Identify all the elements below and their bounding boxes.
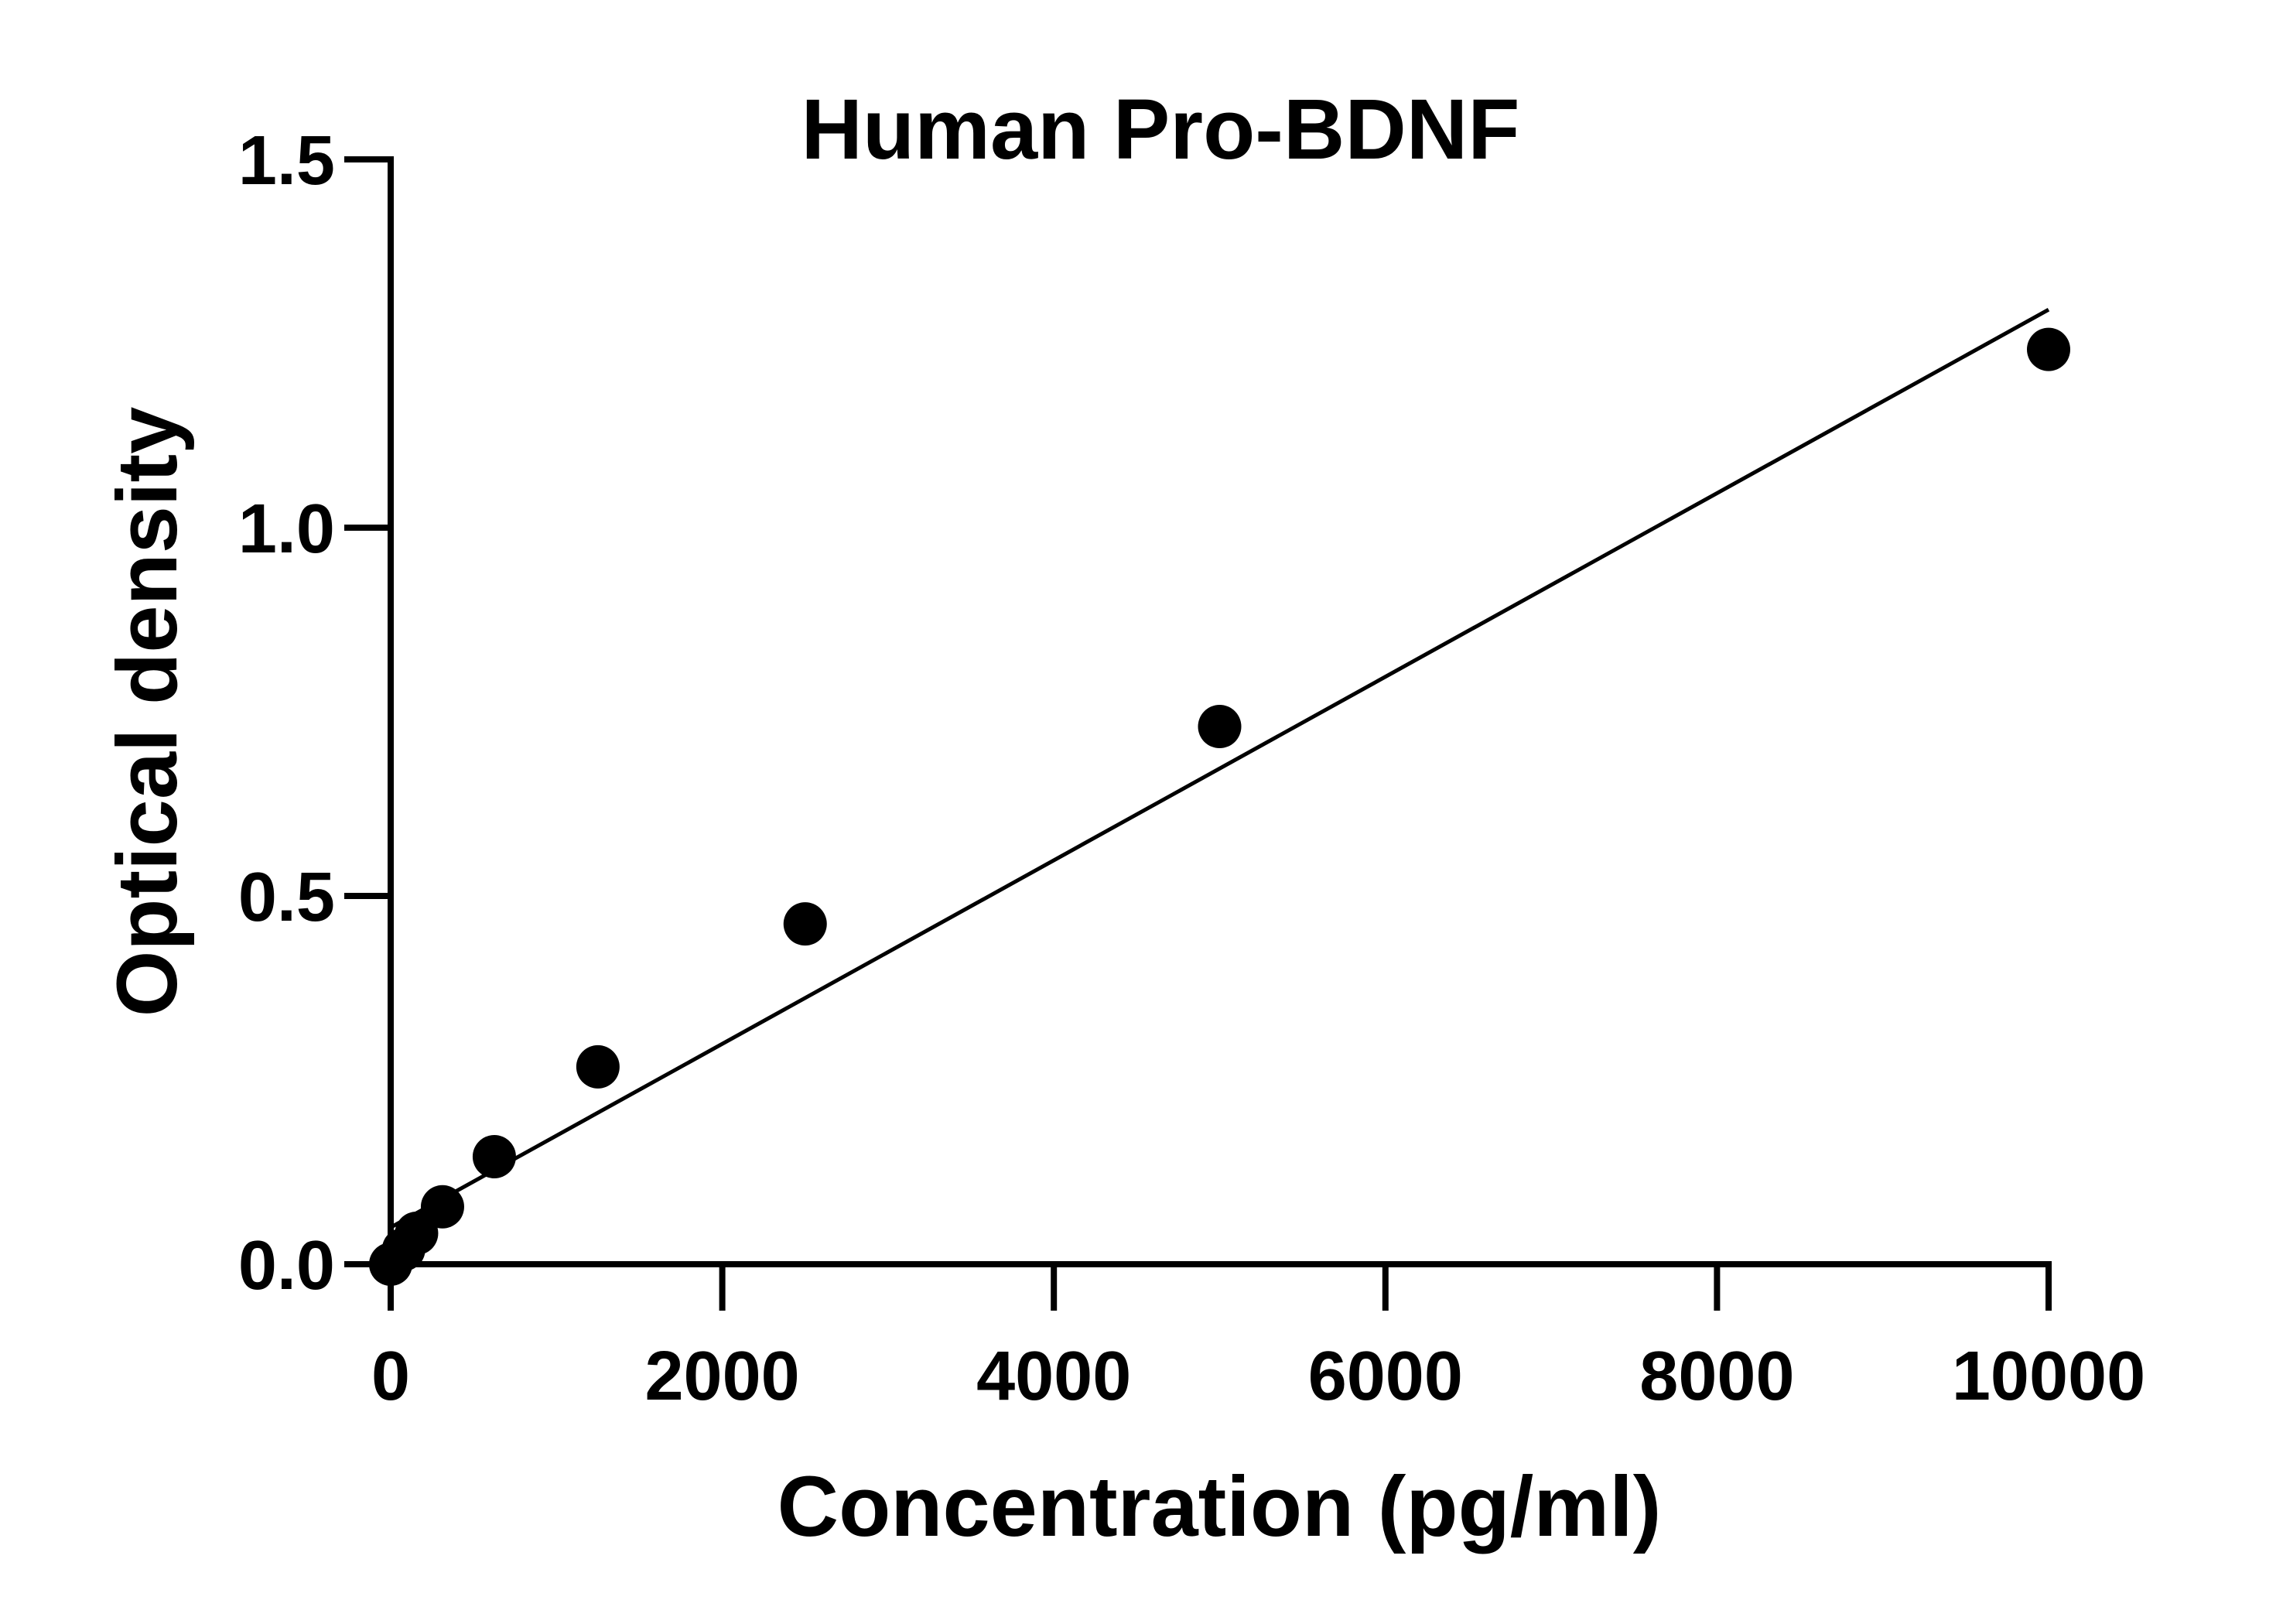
x-tick-label: 0 [371, 1338, 410, 1415]
x-axis-label: Concentration (pg/ml) [778, 1459, 1662, 1554]
fit-line [389, 308, 2050, 1229]
y-tick-label: 0.0 [238, 1227, 335, 1304]
data-point [2027, 327, 2070, 371]
x-tick-label: 4000 [976, 1338, 1131, 1415]
data-point [783, 902, 827, 946]
y-tick-label: 1.5 [238, 122, 335, 200]
x-tick-label: 2000 [644, 1338, 799, 1415]
chart-title: Human Pro-BDNF [801, 82, 1520, 177]
x-tick-label: 8000 [1639, 1338, 1794, 1415]
y-tick-label: 0.5 [238, 859, 335, 936]
y-tick-label: 1.0 [238, 491, 335, 568]
data-point [576, 1044, 620, 1089]
data-point [420, 1185, 464, 1229]
x-tick-label: 10000 [1952, 1338, 2145, 1415]
data-point [395, 1212, 439, 1256]
data-point [1198, 705, 1242, 749]
data-point [472, 1135, 516, 1179]
x-tick-label: 6000 [1308, 1338, 1463, 1415]
y-axis-label: Optical density [100, 407, 195, 1017]
